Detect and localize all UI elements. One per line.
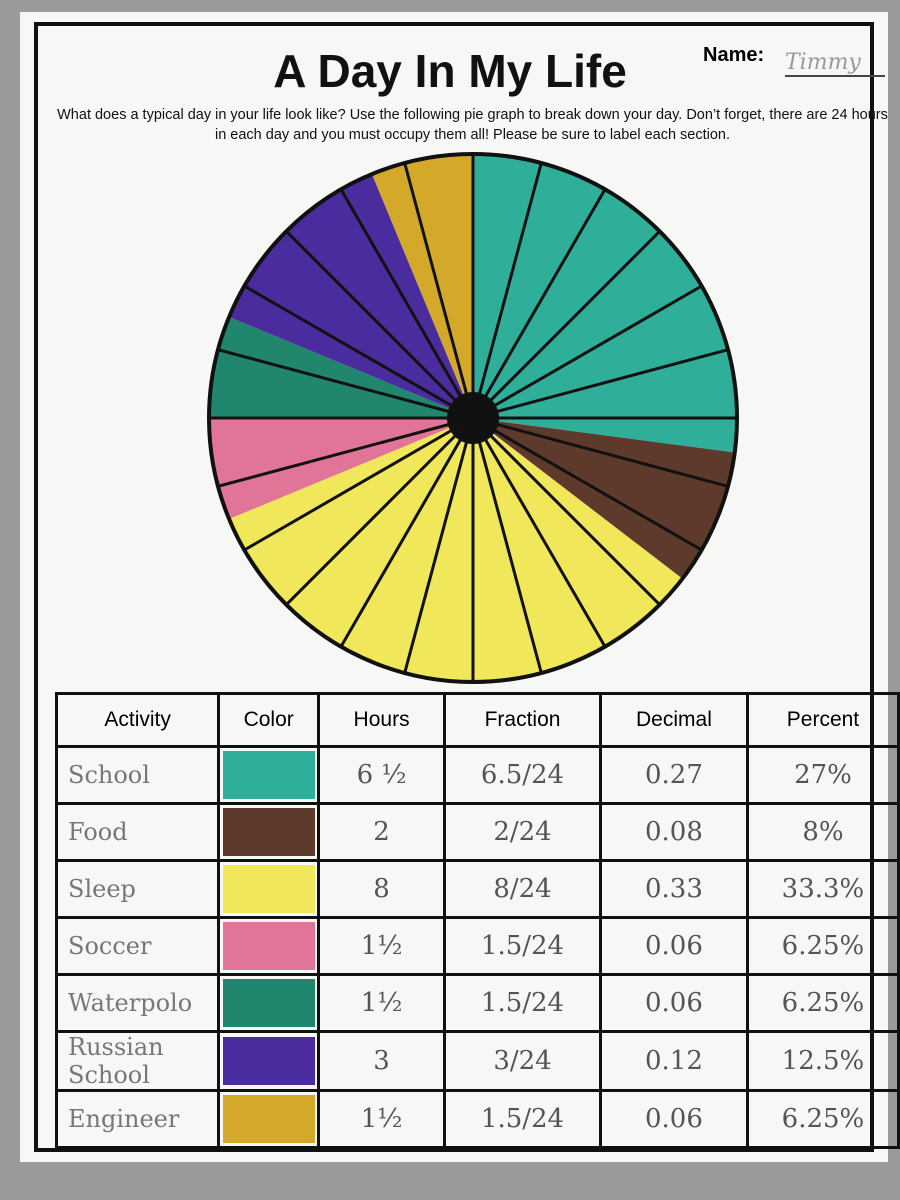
table-row: Engineer 1½ 1.5/24 0.06 6.25%: [54, 1089, 900, 1149]
color-swatch: [222, 865, 315, 913]
hours-cell: 6 ½: [317, 745, 447, 805]
percent-cell: 6.25%: [745, 1089, 900, 1149]
division-line: [217, 348, 474, 420]
pie-slice: [229, 418, 683, 682]
activity-cell: Sleep: [54, 859, 221, 919]
division-line: [339, 188, 475, 419]
decimal-cell: 0.06: [598, 973, 749, 1033]
color-swatch: [222, 979, 315, 1027]
activity-table: Activity Color Hours Fraction Decimal Percent…: [54, 692, 900, 1149]
column-header: Activity: [54, 692, 221, 748]
table-row: Food 2 2/24 0.08 8%: [54, 802, 900, 862]
column-header: Decimal: [598, 692, 749, 748]
hours-cell: 1½: [317, 916, 447, 976]
color-swatch: [222, 922, 315, 970]
percent-cell: 6.25%: [745, 916, 900, 976]
color-cell: [217, 973, 321, 1033]
hours-cell: 8: [317, 859, 447, 919]
title: A Day In My Life: [273, 45, 627, 97]
table-row: Waterpolo 1½ 1.5/24 0.06 6.25%: [54, 973, 900, 1033]
decimal-cell: 0.06: [598, 1089, 749, 1149]
division-line: [471, 188, 607, 419]
division-line: [472, 284, 703, 420]
fraction-cell: 8/24: [443, 859, 602, 919]
fraction-cell: 2/24: [443, 802, 602, 862]
color-cell: [217, 859, 321, 919]
pie-slice: [473, 154, 737, 453]
percent-cell: 6.25%: [745, 973, 900, 1033]
decimal-cell: 0.33: [598, 859, 749, 919]
color-swatch: [222, 808, 315, 856]
table-row: School 6 ½ 6.5/24 0.27 27%: [54, 745, 900, 805]
activity-cell: Engineer: [54, 1089, 221, 1149]
pie-center: [447, 392, 499, 444]
division-line: [471, 230, 661, 420]
header-row: Activity Color Hours Fraction Decimal Percent: [54, 692, 900, 748]
division-line: [471, 162, 543, 419]
color-cell: [217, 802, 321, 862]
pie-slice: [209, 418, 473, 520]
decimal-cell: 0.12: [598, 1030, 749, 1092]
pie-slice: [209, 316, 473, 418]
division-line: [217, 416, 474, 488]
table-row: Sleep 8 8/24 0.33 33.3%: [54, 859, 900, 919]
color-cell: [217, 1030, 321, 1092]
division-line: [403, 162, 475, 419]
table-row: Russian School 3 3/24 0.12 12.5%: [54, 1030, 900, 1092]
frame: [34, 22, 874, 1152]
fraction-cell: 3/24: [443, 1030, 602, 1092]
fraction-cell: 1.5/24: [443, 973, 602, 1033]
column-header: Color: [217, 692, 321, 748]
column-header: Hours: [317, 692, 447, 748]
hours-cell: 2: [317, 802, 447, 862]
percent-cell: 33.3%: [745, 859, 900, 919]
color-swatch: [222, 1037, 315, 1085]
division-line: [403, 417, 475, 674]
pie-chart: [207, 152, 739, 684]
color-cell: [217, 745, 321, 805]
hours-cell: 1½: [317, 973, 447, 1033]
color-swatch: [222, 751, 315, 799]
percent-cell: 12.5%: [745, 1030, 900, 1092]
hours-cell: 1½: [317, 1089, 447, 1149]
activity-cell: Russian School: [54, 1030, 221, 1092]
hours-cell: 3: [317, 1030, 447, 1092]
color-cell: [217, 1089, 321, 1149]
percent-cell: 8%: [745, 802, 900, 862]
division-line: [471, 417, 607, 648]
name-label: Name:: [703, 44, 765, 66]
division-line: [339, 417, 475, 648]
column-header: Percent: [745, 692, 900, 748]
fraction-cell: 1.5/24: [443, 916, 602, 976]
pie-outline: [207, 152, 739, 684]
name: Timmy: [785, 50, 885, 77]
division-line: [471, 416, 661, 606]
activity-cell: Soccer: [54, 916, 221, 976]
division-line: [471, 417, 543, 674]
column-header: Fraction: [443, 692, 602, 748]
division-line: [472, 416, 729, 488]
table-row: Soccer 1½ 1.5/24 0.06 6.25%: [54, 916, 900, 976]
activity-cell: Food: [54, 802, 221, 862]
percent-cell: 27%: [745, 745, 900, 805]
decimal-cell: 0.06: [598, 916, 749, 976]
decimal-cell: 0.08: [598, 802, 749, 862]
pie-slice: [473, 418, 735, 579]
division-line: [472, 416, 703, 552]
color-swatch: [222, 1095, 315, 1143]
division-line: [243, 284, 474, 420]
division-line: [285, 230, 475, 420]
color-cell: [217, 916, 321, 976]
fraction-cell: 1.5/24: [443, 1089, 602, 1149]
activity-cell: School: [54, 745, 221, 805]
division-line: [243, 416, 474, 552]
division-line: [285, 416, 475, 606]
pie-slice: [371, 154, 473, 418]
division-line: [472, 348, 729, 420]
decimal-cell: 0.27: [598, 745, 749, 805]
instructions: What does a typical day in your life loo…: [57, 107, 888, 143]
activity-cell: Waterpolo: [54, 973, 221, 1033]
fraction-cell: 6.5/24: [443, 745, 602, 805]
